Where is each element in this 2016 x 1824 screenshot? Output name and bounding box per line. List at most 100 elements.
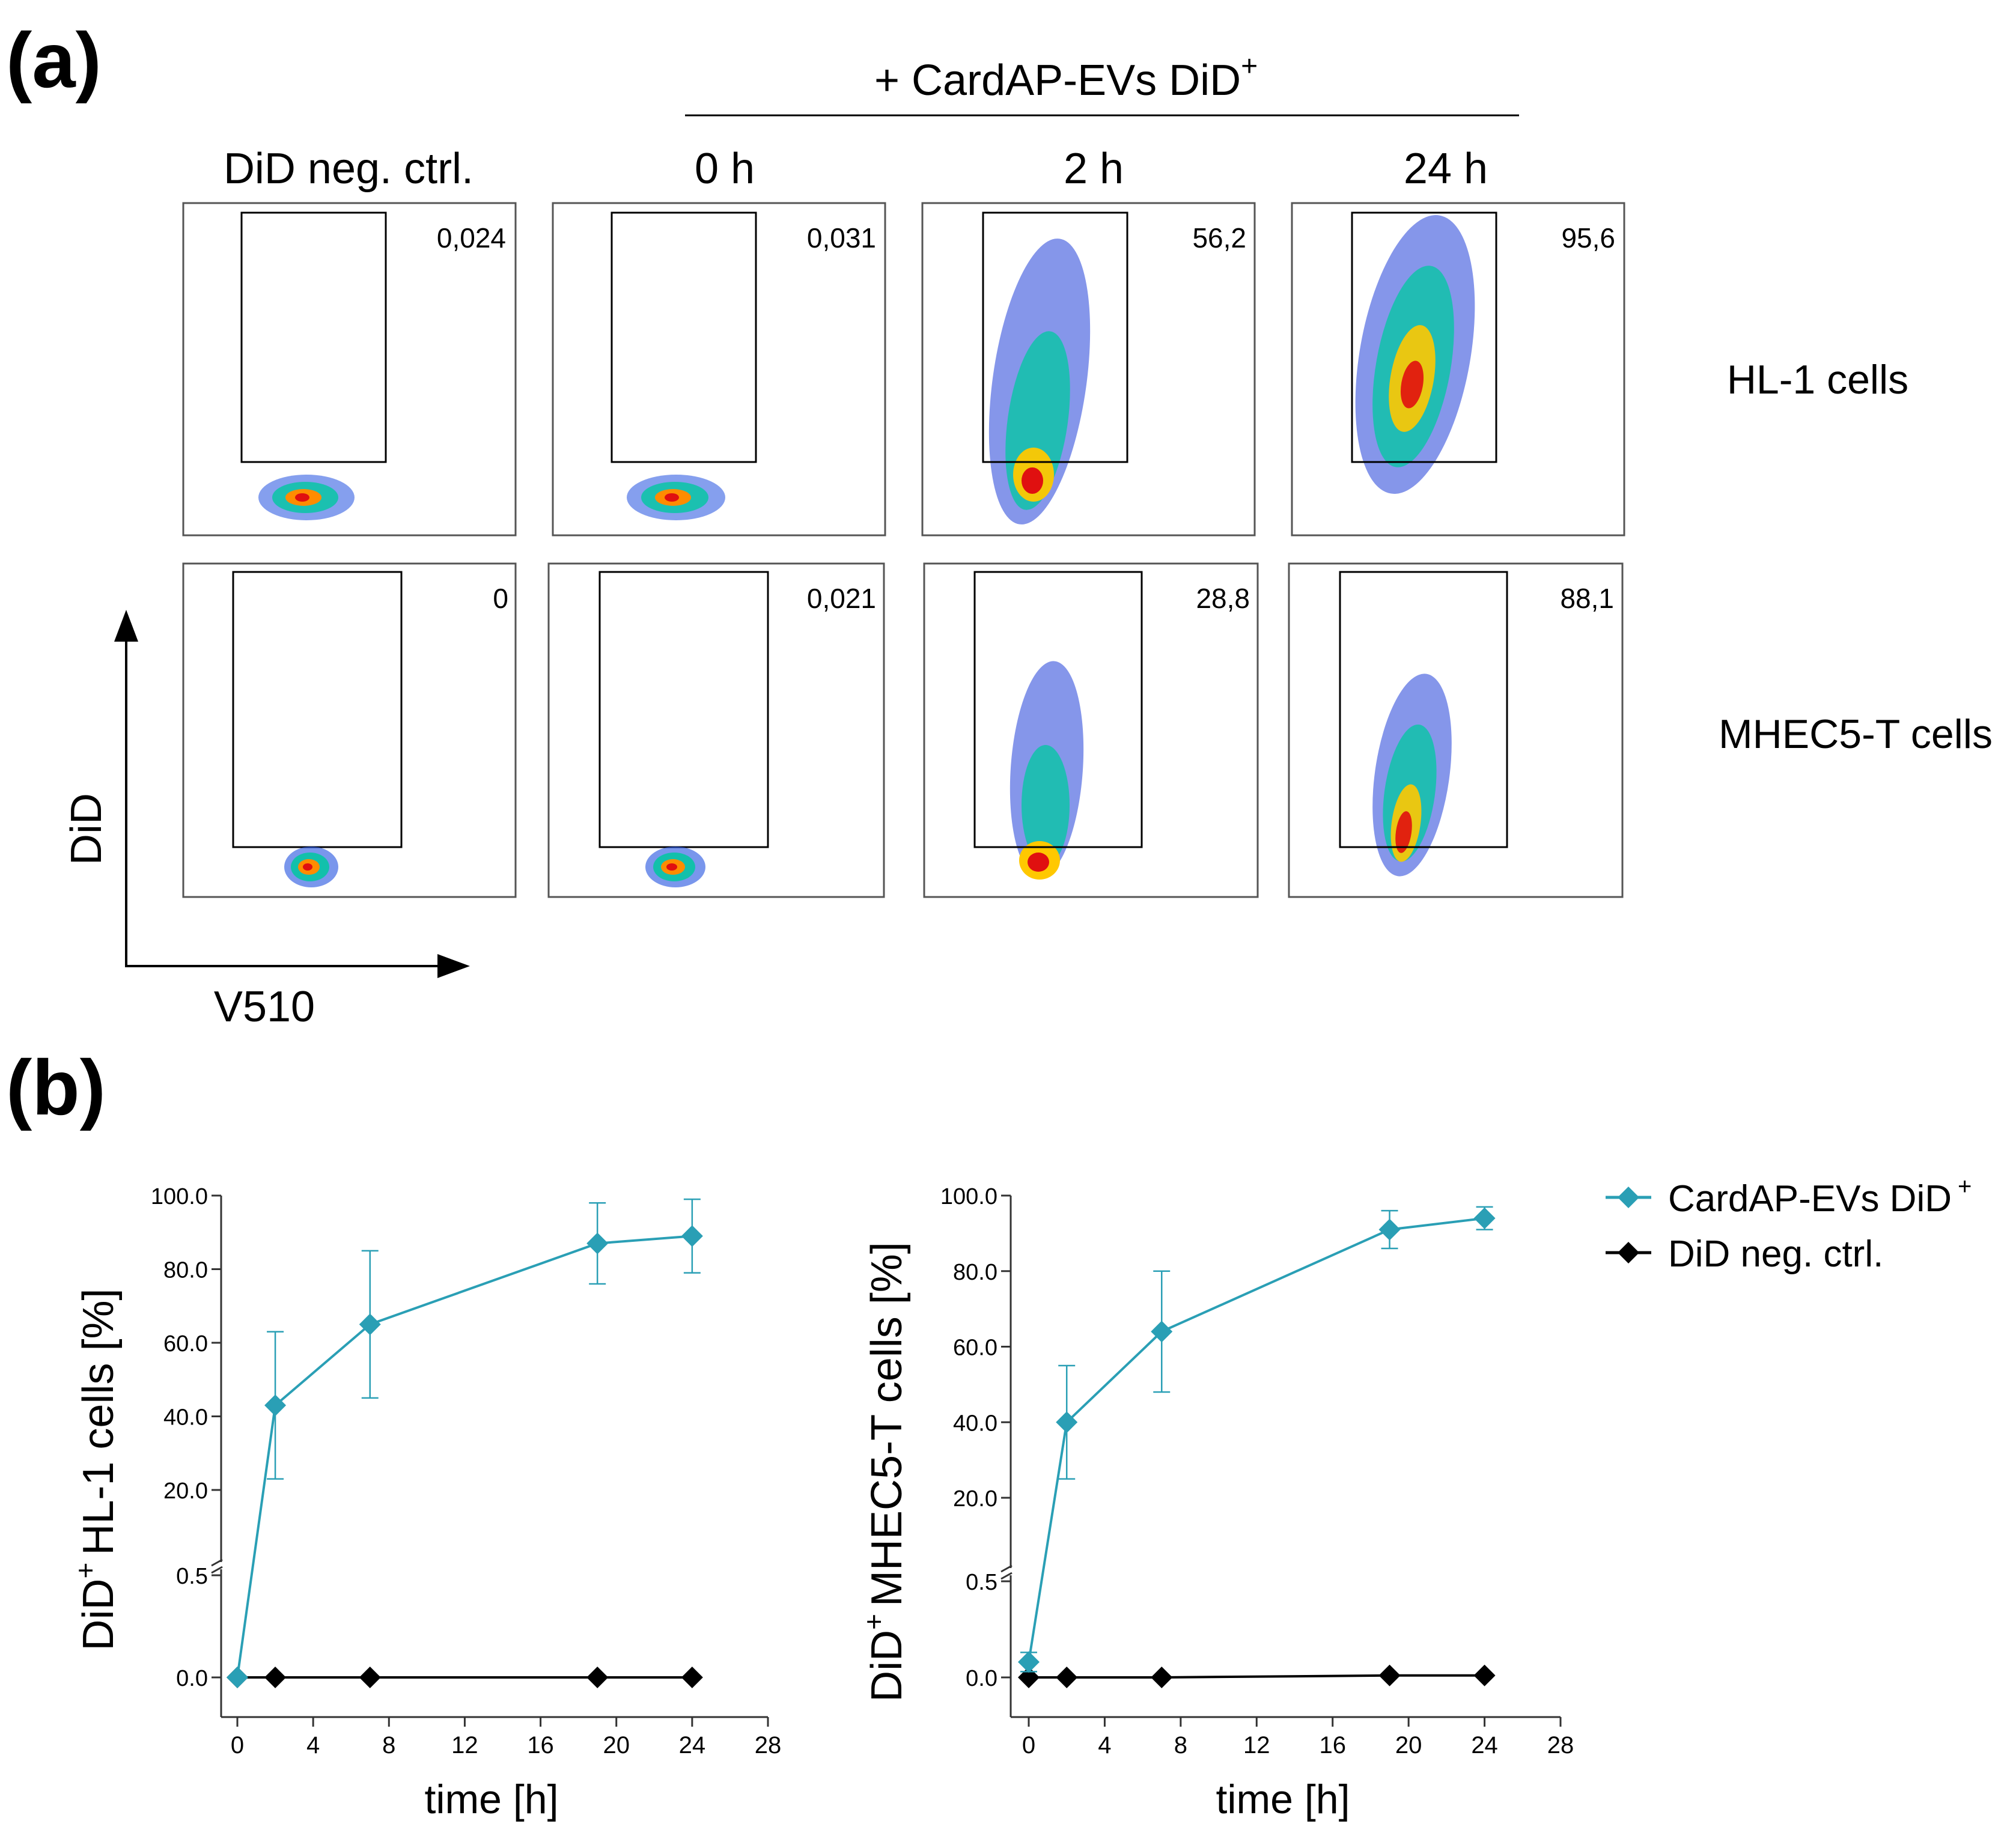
legend: CardAP-EVs DiD + DiD neg. ctrl.	[1606, 1173, 1972, 1275]
y-tick-label: 0.5	[966, 1570, 997, 1595]
y-tick-label: 80.0	[953, 1260, 997, 1285]
y-axis-title: DiD+ MHEC5-T cells [%]	[858, 1242, 911, 1702]
panel-b-letter: (b)	[6, 1044, 106, 1131]
y-axis-title-rest: MHEC5-T cells [%]	[863, 1242, 911, 1607]
flow-plot-mhec5t-2h: 28,8	[923, 562, 1259, 898]
flow-plot-hl1-0h: 0,031	[552, 202, 886, 537]
data-point	[1056, 1411, 1078, 1433]
y-tick-label: 20.0	[163, 1479, 208, 1504]
gate-value: 0	[493, 583, 508, 614]
legend-marker	[1618, 1187, 1639, 1208]
gate-value: 0,024	[437, 222, 506, 254]
population-peak	[1028, 853, 1049, 872]
column-header-24h: 24 h	[1404, 145, 1488, 193]
legend-label: DiD neg. ctrl.	[1668, 1233, 1883, 1275]
x-tick-label: 16	[527, 1732, 554, 1759]
y-axis-break-mark	[1000, 1564, 1013, 1573]
data-point	[359, 1667, 381, 1688]
y-tick-label: 40.0	[953, 1411, 997, 1436]
x-arrow-head	[437, 954, 470, 978]
x-axis-label-v510: V510	[214, 983, 315, 1031]
population-peak	[1395, 811, 1412, 853]
population-mid	[1022, 745, 1070, 865]
x-tick-label: 24	[1471, 1732, 1498, 1759]
gate-value: 95,6	[1561, 222, 1615, 254]
y-axis-title: DiD+ HL-1 cells [%]	[70, 1288, 123, 1650]
data-point	[1378, 1218, 1401, 1241]
x-tick-label: 16	[1319, 1732, 1346, 1759]
data-point	[586, 1667, 609, 1688]
y-tick-label: 0.0	[176, 1666, 208, 1691]
y-tick-label: 20.0	[953, 1486, 997, 1512]
legend-item-neg-ctrl: DiD neg. ctrl.	[1606, 1233, 1883, 1275]
x-tick-label: 4	[1098, 1732, 1111, 1759]
panel-a: (a) + CardAP-EVs DiD+ DiD neg. ctrl. 0 h…	[6, 16, 1993, 1031]
gate-value: 0,021	[807, 583, 876, 614]
y-axis-title-prefix: DiD	[863, 1630, 911, 1702]
population-peak	[295, 493, 309, 502]
y-axis-break-mark	[1000, 1572, 1013, 1580]
legend-label-text: CardAP-EVs DiD	[1668, 1178, 1952, 1220]
population-peak	[303, 863, 312, 871]
y-tick-label: 60.0	[163, 1331, 208, 1357]
gate-value: 88,1	[1560, 583, 1614, 614]
row-label-hl1: HL-1 cells	[1727, 357, 1908, 403]
data-point	[1378, 1664, 1401, 1686]
data-point	[264, 1394, 287, 1417]
treatment-label: + CardAP-EVs DiD+	[874, 50, 1258, 105]
flow-plot-mhec5t-neg-ctrl: 0	[182, 562, 517, 898]
series-line	[1028, 1217, 1485, 1662]
data-point	[264, 1667, 287, 1688]
data-point	[227, 1667, 248, 1688]
x-axis-title: time [h]	[425, 1777, 559, 1822]
y-tick-label: 0.0	[966, 1666, 997, 1691]
gate-value: 0,031	[807, 222, 876, 254]
y-axis-break-mark	[211, 1566, 223, 1574]
gate-box	[611, 211, 757, 463]
chart-mhec5t-plot: 20.0 40.0 60.0 80.0 100.0 0.0 0.5 0 4 8 12 16 20 24 28	[940, 1184, 1574, 1759]
plot-frame	[182, 202, 517, 537]
population-peak	[666, 863, 677, 871]
plot-frame	[182, 562, 517, 898]
gate-box	[982, 211, 1128, 463]
plot-frame	[923, 562, 1259, 898]
legend-item-cardap: CardAP-EVs DiD +	[1606, 1173, 1972, 1220]
flow-plot-hl1-2h: 56,2	[921, 202, 1256, 537]
data-point	[586, 1232, 609, 1254]
panel-b: (b) DiD+HL-1 cells [%] time [h] 20.040.0…	[6, 1044, 1972, 1822]
gate-value: 56,2	[1192, 222, 1246, 254]
y-axis-title-superscript: +	[70, 1563, 101, 1579]
data-point	[1056, 1667, 1078, 1688]
chart-hl1-plot: 20.0 40.0 60.0 80.0 100.0 0.0 0.5 0 4 8 12 16 20 24 28	[151, 1184, 781, 1759]
population-peak	[1022, 467, 1043, 494]
population-peak	[1400, 360, 1424, 409]
y-tick-label: 0.5	[176, 1564, 208, 1589]
legend-label-superscript: +	[1958, 1173, 1972, 1200]
y-tick-label: 60.0	[953, 1336, 997, 1361]
data-point	[1151, 1667, 1173, 1688]
data-point	[1151, 1321, 1173, 1343]
gate-box	[1351, 211, 1497, 463]
gate-value: 28,8	[1196, 583, 1250, 614]
gate-box	[598, 571, 769, 848]
legend-label: CardAP-EVs DiD +	[1668, 1173, 1972, 1220]
data-point	[1473, 1207, 1496, 1229]
x-tick-label: 12	[451, 1732, 478, 1759]
axis-indicator: DiD V510	[62, 610, 470, 1031]
gate-box	[973, 571, 1143, 848]
plot-frame	[552, 202, 886, 537]
x-tick-label: 0	[231, 1732, 244, 1759]
plot-frame	[1288, 562, 1624, 898]
flow-plot-hl1-neg-ctrl: 0,024	[182, 202, 517, 537]
data-point	[681, 1225, 703, 1247]
x-tick-label: 4	[306, 1732, 320, 1759]
plot-frame	[921, 202, 1256, 537]
y-tick-label: 80.0	[163, 1258, 208, 1283]
chart-hl1: DiD+HL-1 cells [%] time [h] 20.040.060.0…	[70, 1184, 781, 1822]
y-tick-label: 40.0	[163, 1405, 208, 1430]
treatment-label-text: + CardAP-EVs DiD	[874, 56, 1241, 105]
y-tick-label: 100.0	[940, 1184, 997, 1209]
y-axis-title-rest: HL-1 cells [%]	[75, 1288, 123, 1555]
column-header-2h: 2 h	[1064, 145, 1124, 193]
